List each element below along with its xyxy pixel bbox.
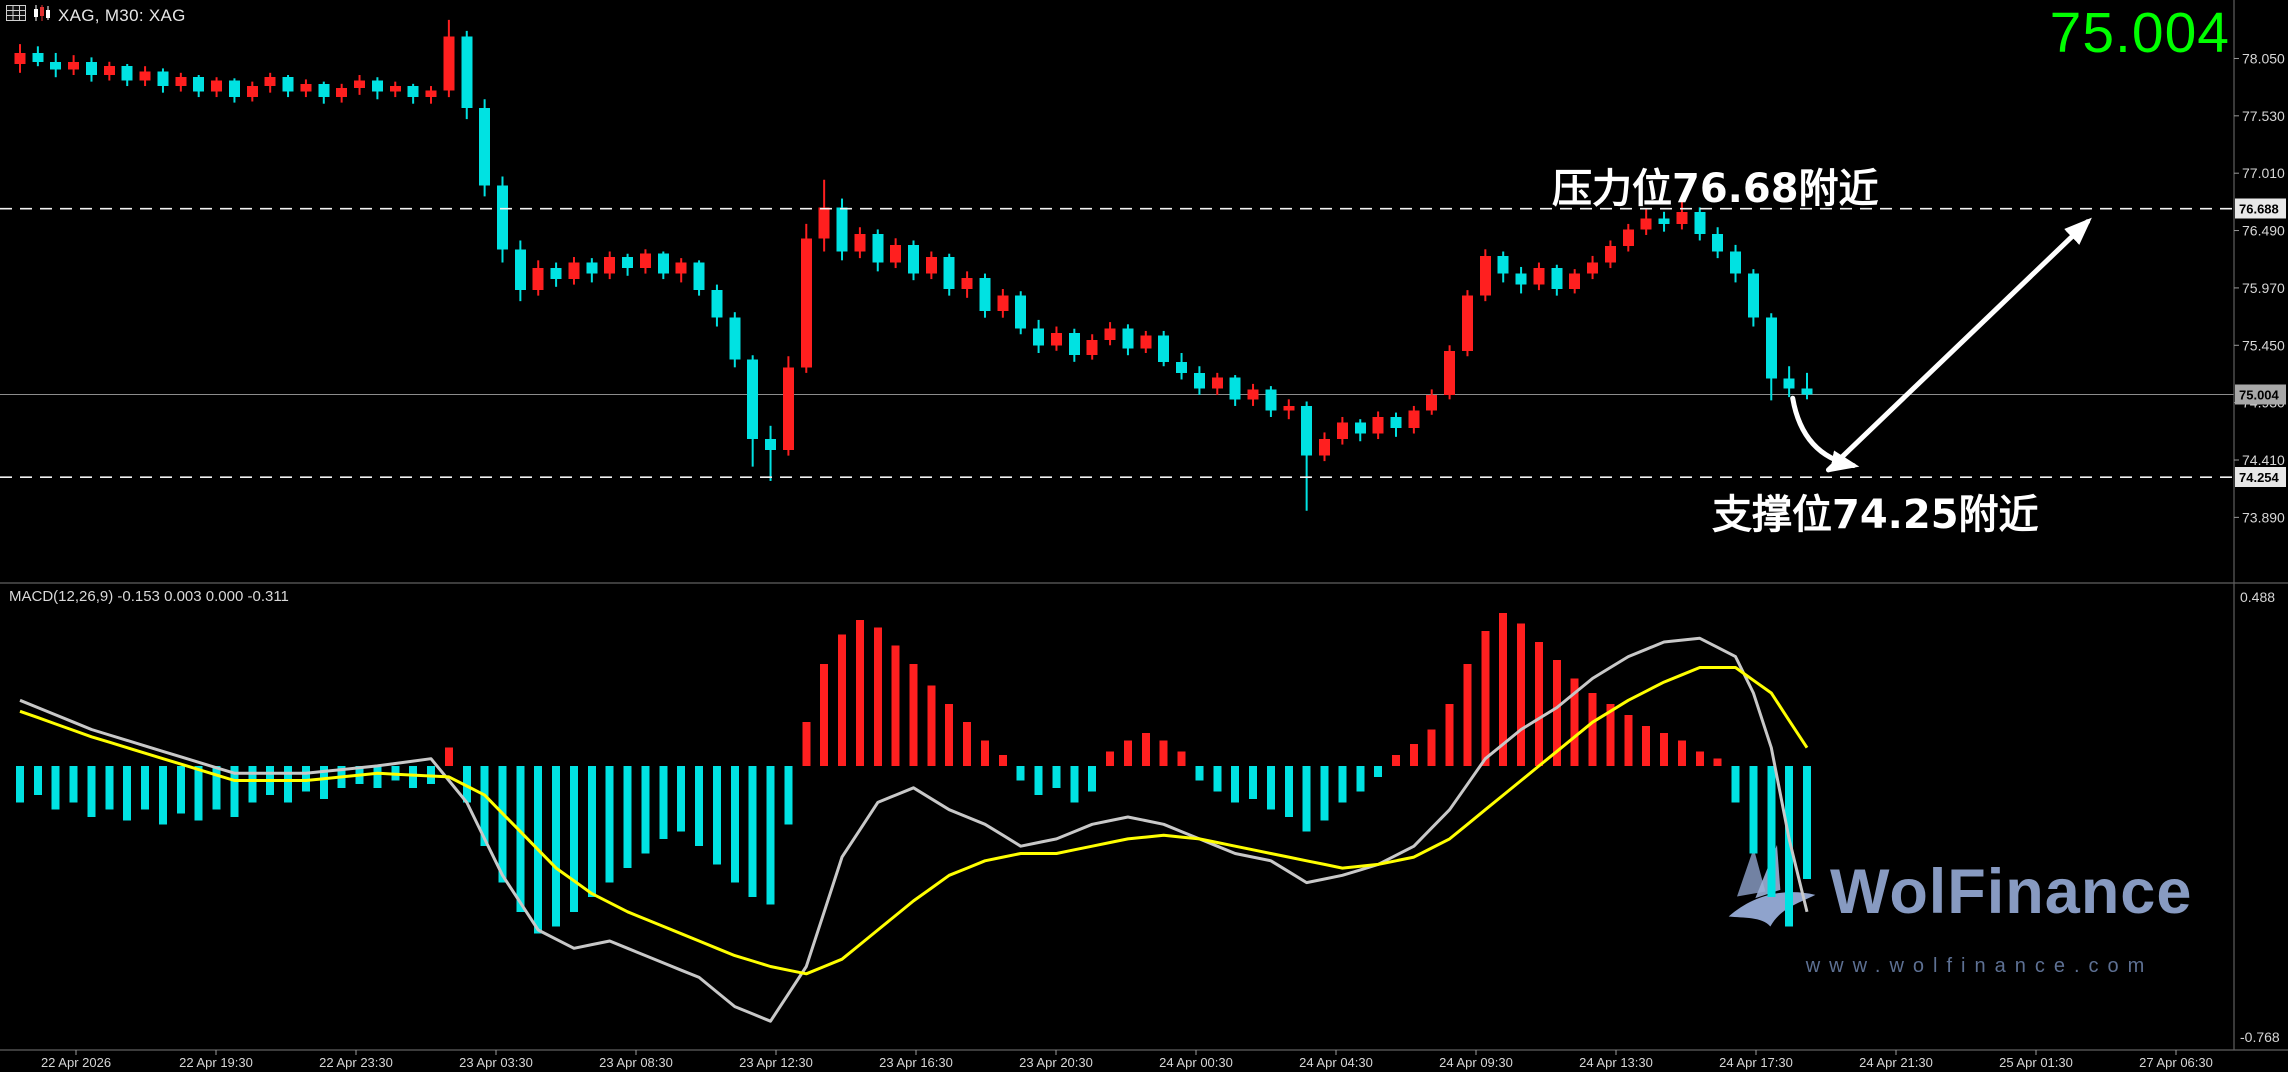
time-axis-label: 22 Apr 2026 — [41, 1055, 111, 1070]
time-axis-label: 23 Apr 20:30 — [1019, 1055, 1093, 1070]
grid-icon — [6, 5, 26, 26]
chart-title-row: XAG, M30: XAG — [6, 5, 186, 26]
watermark-url: www.wolfinance.com — [1805, 955, 2154, 977]
time-axis-label: 22 Apr 23:30 — [319, 1055, 393, 1070]
signal-line — [19, 666, 1809, 976]
symbol-label: XAG, M30: XAG — [58, 5, 186, 25]
svg-text:74.254: 74.254 — [2239, 470, 2280, 485]
time-axis-label: 23 Apr 08:30 — [599, 1055, 673, 1070]
price-axis-label: 78.050 — [2242, 50, 2285, 66]
macd-axis-label: -0.768 — [2240, 1029, 2280, 1045]
watermark-row: WolFinance — [1722, 842, 2237, 941]
price-axis-label: 77.530 — [2242, 108, 2285, 124]
time-axis-label: 23 Apr 12:30 — [739, 1055, 813, 1070]
time-scale: 22 Apr 2026 22 Apr 19:30 22 Apr 23:30 23 Ap… — [41, 1050, 2213, 1070]
macd-line — [19, 636, 1809, 1023]
price-axis-label: 75.970 — [2242, 280, 2285, 296]
price-tag-75.004 — [2235, 384, 2286, 405]
price-axis-label: 75.450 — [2242, 337, 2285, 353]
price-axis-label: 77.010 — [2242, 165, 2285, 181]
price-tag-76.688 — [2235, 198, 2286, 219]
down-trend-arrow — [1790, 395, 1860, 473]
macd-indicator-label: MACD(12,26,9) -0.153 0.003 0.000 -0.311 — [9, 588, 289, 605]
price-axis-label: 76.490 — [2242, 223, 2285, 239]
time-axis-label: 24 Apr 09:30 — [1439, 1055, 1513, 1070]
time-axis-label: 24 Apr 13:30 — [1579, 1055, 1653, 1070]
time-axis-label: 27 Apr 06:30 — [2139, 1055, 2213, 1070]
time-axis-label: 22 Apr 19:30 — [179, 1055, 253, 1070]
price-axis-label: 74.410 — [2242, 452, 2285, 468]
svg-text:75.004: 75.004 — [2239, 387, 2280, 402]
watermark-brand: WolFinance — [1830, 856, 2193, 927]
price-tag-74.254 — [2235, 467, 2286, 488]
candlestick-series — [14, 19, 1813, 511]
time-axis-label: 24 Apr 21:30 — [1859, 1055, 1933, 1070]
time-axis-label: 23 Apr 03:30 — [459, 1055, 533, 1070]
time-axis-label: 23 Apr 16:30 — [879, 1055, 953, 1070]
time-axis-label: 24 Apr 00:30 — [1159, 1055, 1233, 1070]
watermark: WolFinance www.wolfinance.com — [1722, 842, 2237, 978]
price-axis-label: 73.890 — [2242, 509, 2285, 525]
resistance-annotation: 压力位76.68附近 — [1552, 166, 1879, 212]
time-axis-label: 24 Apr 17:30 — [1719, 1055, 1793, 1070]
time-axis-label: 24 Apr 04:30 — [1299, 1055, 1373, 1070]
candlestick-icon — [33, 5, 51, 26]
time-axis-label: 25 Apr 01:30 — [1999, 1055, 2073, 1070]
price-scale: 78.05077.53077.01076.49075.97075.45074.9… — [2234, 50, 2286, 1045]
macd-axis-label: 0.488 — [2240, 589, 2275, 605]
svg-text:76.688: 76.688 — [2239, 202, 2279, 217]
up-trend-arrow — [1825, 217, 2092, 473]
current-price-display: 75.004 — [2049, 1, 2230, 65]
support-annotation: 支撑位74.25附近 — [1712, 492, 2039, 538]
